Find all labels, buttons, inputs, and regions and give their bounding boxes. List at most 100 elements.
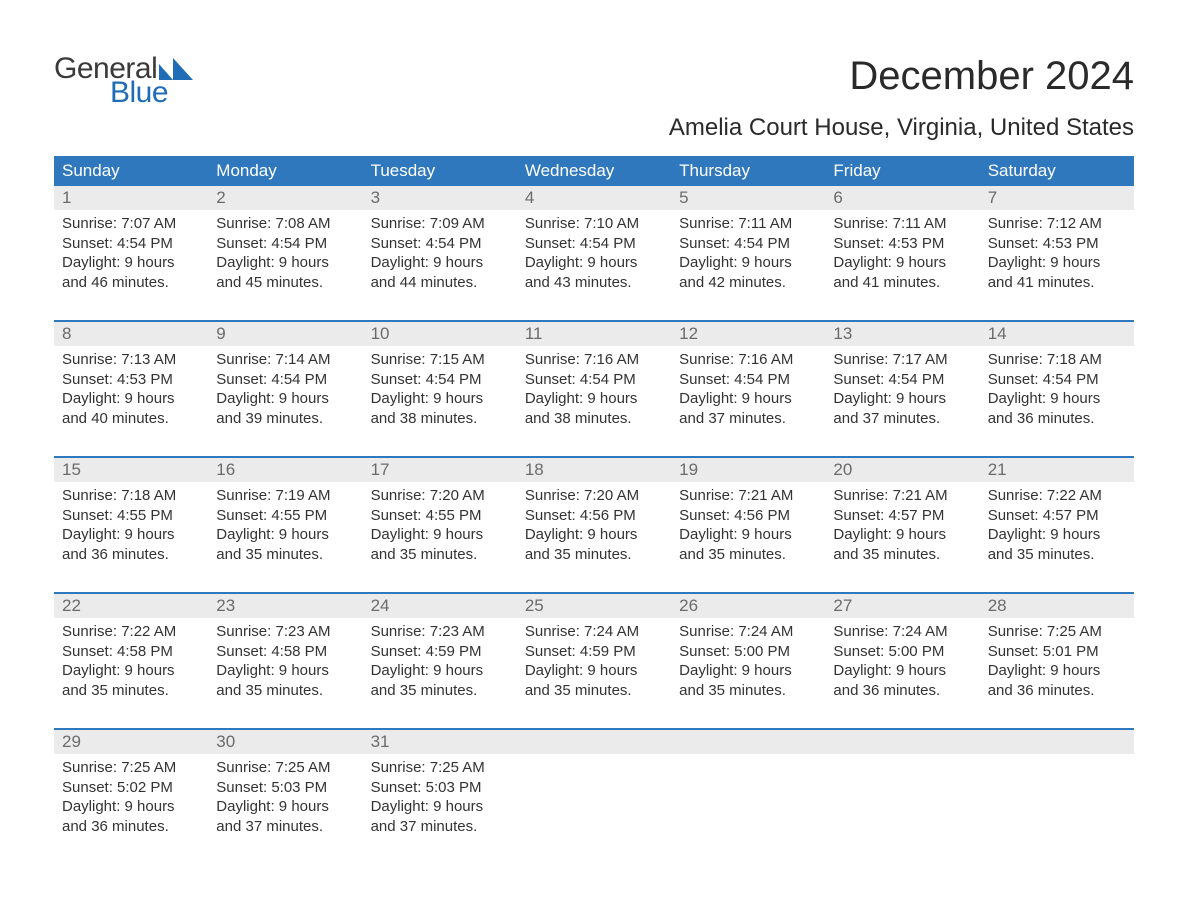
day-number: 28 bbox=[980, 594, 1134, 618]
day-line: Sunset: 4:58 PM bbox=[62, 642, 200, 662]
day-line: Sunset: 4:54 PM bbox=[216, 370, 354, 390]
day-number: 25 bbox=[517, 594, 671, 618]
day-line: Daylight: 9 hours bbox=[216, 253, 354, 273]
day-number: 5 bbox=[671, 186, 825, 210]
day-number: 1 bbox=[54, 186, 208, 210]
day-line: and 35 minutes. bbox=[216, 681, 354, 701]
day-number-row: 22232425262728 bbox=[54, 594, 1134, 618]
day-number: 23 bbox=[208, 594, 362, 618]
day-cell: Sunrise: 7:21 AMSunset: 4:57 PMDaylight:… bbox=[825, 482, 979, 568]
weekday-header: Tuesday bbox=[363, 156, 517, 186]
day-line: Sunrise: 7:25 AM bbox=[371, 758, 509, 778]
day-line: Daylight: 9 hours bbox=[679, 525, 817, 545]
day-cell bbox=[671, 754, 825, 840]
week-row: 22232425262728Sunrise: 7:22 AMSunset: 4:… bbox=[54, 592, 1134, 704]
day-number-row: 1234567 bbox=[54, 186, 1134, 210]
day-number: 16 bbox=[208, 458, 362, 482]
weekday-header: Wednesday bbox=[517, 156, 671, 186]
day-line: and 43 minutes. bbox=[525, 273, 663, 293]
day-line: Sunrise: 7:23 AM bbox=[216, 622, 354, 642]
day-cell bbox=[980, 754, 1134, 840]
day-line: and 36 minutes. bbox=[62, 545, 200, 565]
day-line: and 39 minutes. bbox=[216, 409, 354, 429]
day-number: 15 bbox=[54, 458, 208, 482]
day-line: and 45 minutes. bbox=[216, 273, 354, 293]
day-line: Daylight: 9 hours bbox=[988, 525, 1126, 545]
day-line: and 35 minutes. bbox=[371, 681, 509, 701]
logo: General Blue bbox=[54, 54, 193, 108]
day-line: Daylight: 9 hours bbox=[833, 525, 971, 545]
day-line: Daylight: 9 hours bbox=[62, 253, 200, 273]
day-line: and 41 minutes. bbox=[833, 273, 971, 293]
day-line: Sunset: 4:55 PM bbox=[216, 506, 354, 526]
day-line: Sunset: 4:55 PM bbox=[371, 506, 509, 526]
day-number bbox=[980, 730, 1134, 754]
day-number bbox=[671, 730, 825, 754]
week-row: 891011121314Sunrise: 7:13 AMSunset: 4:53… bbox=[54, 320, 1134, 432]
day-number: 18 bbox=[517, 458, 671, 482]
day-cell: Sunrise: 7:24 AMSunset: 4:59 PMDaylight:… bbox=[517, 618, 671, 704]
day-line: Sunset: 4:54 PM bbox=[833, 370, 971, 390]
week-row: 1234567Sunrise: 7:07 AMSunset: 4:54 PMDa… bbox=[54, 186, 1134, 296]
day-number: 17 bbox=[363, 458, 517, 482]
day-cell: Sunrise: 7:11 AMSunset: 4:53 PMDaylight:… bbox=[825, 210, 979, 296]
day-body-row: Sunrise: 7:22 AMSunset: 4:58 PMDaylight:… bbox=[54, 618, 1134, 704]
day-line: Sunrise: 7:25 AM bbox=[988, 622, 1126, 642]
day-line: Daylight: 9 hours bbox=[525, 389, 663, 409]
day-line: and 38 minutes. bbox=[525, 409, 663, 429]
day-line: Sunset: 4:54 PM bbox=[525, 234, 663, 254]
day-number: 12 bbox=[671, 322, 825, 346]
day-line: Sunset: 4:53 PM bbox=[62, 370, 200, 390]
day-cell: Sunrise: 7:23 AMSunset: 4:59 PMDaylight:… bbox=[363, 618, 517, 704]
day-line: and 38 minutes. bbox=[371, 409, 509, 429]
day-line: and 37 minutes. bbox=[679, 409, 817, 429]
day-cell: Sunrise: 7:10 AMSunset: 4:54 PMDaylight:… bbox=[517, 210, 671, 296]
day-number: 7 bbox=[980, 186, 1134, 210]
day-cell: Sunrise: 7:25 AMSunset: 5:01 PMDaylight:… bbox=[980, 618, 1134, 704]
day-cell: Sunrise: 7:14 AMSunset: 4:54 PMDaylight:… bbox=[208, 346, 362, 432]
day-line: and 35 minutes. bbox=[679, 681, 817, 701]
day-line: Sunrise: 7:25 AM bbox=[216, 758, 354, 778]
day-line: Daylight: 9 hours bbox=[371, 525, 509, 545]
day-line: Daylight: 9 hours bbox=[216, 661, 354, 681]
day-line: and 42 minutes. bbox=[679, 273, 817, 293]
day-line: Sunrise: 7:25 AM bbox=[62, 758, 200, 778]
day-number: 13 bbox=[825, 322, 979, 346]
day-line: Daylight: 9 hours bbox=[525, 253, 663, 273]
day-cell: Sunrise: 7:23 AMSunset: 4:58 PMDaylight:… bbox=[208, 618, 362, 704]
day-cell: Sunrise: 7:09 AMSunset: 4:54 PMDaylight:… bbox=[363, 210, 517, 296]
day-line: Daylight: 9 hours bbox=[62, 525, 200, 545]
day-line: and 35 minutes. bbox=[525, 545, 663, 565]
day-line: Sunrise: 7:08 AM bbox=[216, 214, 354, 234]
day-cell: Sunrise: 7:08 AMSunset: 4:54 PMDaylight:… bbox=[208, 210, 362, 296]
day-line: Daylight: 9 hours bbox=[371, 253, 509, 273]
day-line: Sunset: 4:54 PM bbox=[371, 234, 509, 254]
day-line: Sunrise: 7:18 AM bbox=[62, 486, 200, 506]
day-line: Sunrise: 7:17 AM bbox=[833, 350, 971, 370]
day-line: Sunset: 4:57 PM bbox=[988, 506, 1126, 526]
day-line: Daylight: 9 hours bbox=[525, 525, 663, 545]
day-line: Daylight: 9 hours bbox=[833, 389, 971, 409]
day-number: 24 bbox=[363, 594, 517, 618]
logo-word2: Blue bbox=[110, 78, 193, 108]
weekday-header: Thursday bbox=[671, 156, 825, 186]
day-line: Sunset: 4:56 PM bbox=[679, 506, 817, 526]
day-line: Sunset: 4:53 PM bbox=[833, 234, 971, 254]
day-line: and 44 minutes. bbox=[371, 273, 509, 293]
week-row: 15161718192021Sunrise: 7:18 AMSunset: 4:… bbox=[54, 456, 1134, 568]
day-line: Sunrise: 7:12 AM bbox=[988, 214, 1126, 234]
day-cell bbox=[825, 754, 979, 840]
day-line: and 35 minutes. bbox=[833, 545, 971, 565]
calendar: Sunday Monday Tuesday Wednesday Thursday… bbox=[54, 156, 1134, 840]
day-line: and 35 minutes. bbox=[988, 545, 1126, 565]
day-line: Sunrise: 7:13 AM bbox=[62, 350, 200, 370]
day-line: Sunrise: 7:23 AM bbox=[371, 622, 509, 642]
day-line: Sunset: 5:00 PM bbox=[679, 642, 817, 662]
day-number: 9 bbox=[208, 322, 362, 346]
day-line: Sunrise: 7:20 AM bbox=[371, 486, 509, 506]
day-line: Sunset: 4:54 PM bbox=[679, 234, 817, 254]
day-number: 26 bbox=[671, 594, 825, 618]
day-cell: Sunrise: 7:17 AMSunset: 4:54 PMDaylight:… bbox=[825, 346, 979, 432]
day-line: Sunset: 4:54 PM bbox=[216, 234, 354, 254]
day-line: Sunrise: 7:10 AM bbox=[525, 214, 663, 234]
